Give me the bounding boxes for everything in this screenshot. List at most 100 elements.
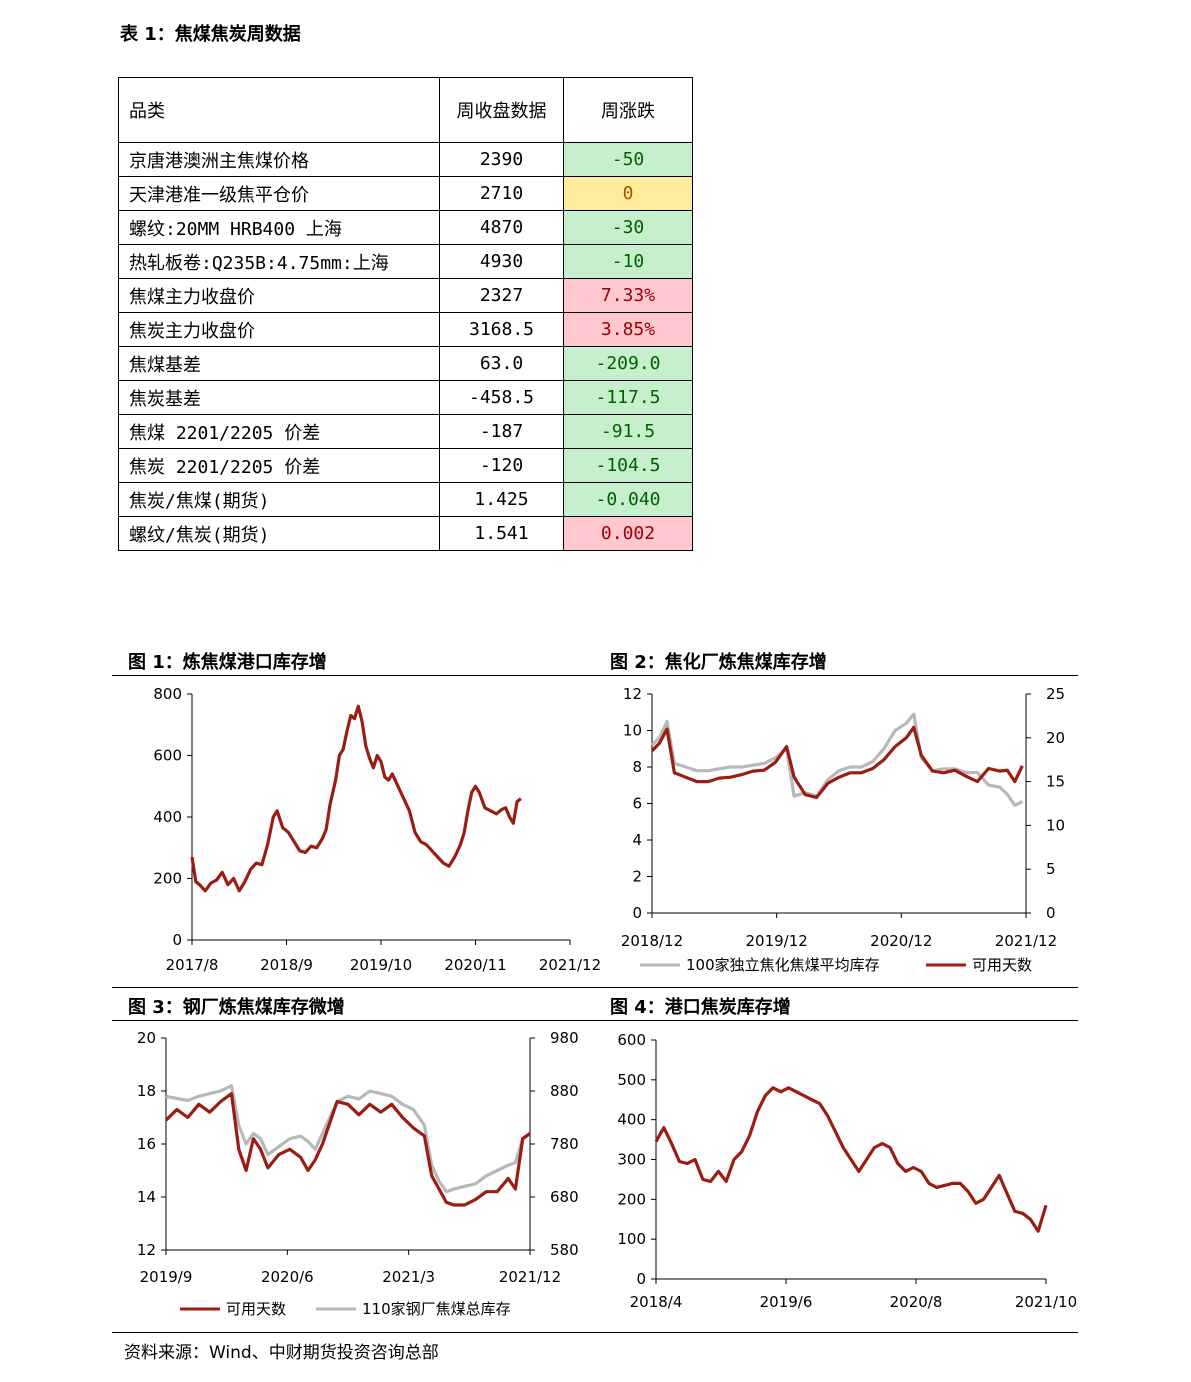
row-value: 2710 bbox=[439, 176, 564, 211]
row-name: 焦炭基差 bbox=[118, 380, 440, 415]
x-tick-label: 2021/12 bbox=[539, 956, 601, 974]
y2-tick-label: 780 bbox=[550, 1135, 579, 1153]
coking-data-table: 品类 周收盘数据 周涨跌 京唐港澳洲主焦煤价格 2390 -50 天津港准一级焦平仓价… bbox=[118, 77, 693, 551]
y2-tick-label: 25 bbox=[1046, 685, 1065, 703]
row-change: -117.5 bbox=[563, 380, 693, 415]
legend-label: 可用天数 bbox=[972, 956, 1032, 974]
chart-port-coking-coal-inventory: 0 200 400 600 800 2017/8 2018/9 2019/10 2020/11 2… bbox=[153, 685, 601, 974]
legend-label: 110家钢厂焦煤总库存 bbox=[362, 1300, 511, 1318]
row-change: -209.0 bbox=[563, 346, 693, 381]
y-tick-label: 200 bbox=[617, 1190, 646, 1208]
x-tick-label: 2019/6 bbox=[760, 1293, 813, 1311]
chart-port-coke-inventory: 0 100 200 300 400 500 600 2018/4 2019/6 2020/8 202… bbox=[617, 1031, 1077, 1311]
row-change: -0.040 bbox=[563, 482, 693, 517]
row-value: 4870 bbox=[439, 210, 564, 245]
row-name: 焦炭 2201/2205 价差 bbox=[118, 448, 440, 483]
chart2-caption: 图 2：焦化厂炼焦煤库存增 bbox=[610, 652, 827, 673]
table-row: 热轧板卷:Q235B:4.75mm:上海 4930 -10 bbox=[118, 244, 693, 279]
header-name: 品类 bbox=[118, 77, 440, 143]
row-name: 焦煤基差 bbox=[118, 346, 440, 381]
row-name: 焦炭主力收盘价 bbox=[118, 312, 440, 347]
x-tick-label: 2021/10 bbox=[1015, 1293, 1077, 1311]
table-row: 焦炭 2201/2205 价差 -120 -104.5 bbox=[118, 448, 693, 483]
table-row: 焦炭/焦煤(期货) 1.425 -0.040 bbox=[118, 482, 693, 517]
y-tick-label: 500 bbox=[617, 1071, 646, 1089]
row-value: 63.0 bbox=[439, 346, 564, 381]
y2-tick-label: 20 bbox=[1046, 729, 1065, 747]
row-name: 焦煤 2201/2205 价差 bbox=[118, 414, 440, 449]
y2-tick-label: 5 bbox=[1046, 860, 1056, 878]
chart1-caption: 图 1：炼焦煤港口库存增 bbox=[128, 652, 327, 673]
y-tick-label: 400 bbox=[153, 808, 182, 826]
row-value: 3168.5 bbox=[439, 312, 564, 347]
row-value: 1.425 bbox=[439, 482, 564, 517]
chart3-caption: 图 3：钢厂炼焦煤库存微增 bbox=[128, 997, 345, 1018]
y2-tick-label: 580 bbox=[550, 1241, 579, 1259]
row-name: 螺纹/焦炭(期货) bbox=[118, 516, 440, 551]
x-tick-label: 2019/10 bbox=[350, 956, 412, 974]
row-name: 天津港准一级焦平仓价 bbox=[118, 176, 440, 211]
table-row: 焦炭主力收盘价 3168.5 3.85% bbox=[118, 312, 693, 347]
x-tick-label: 2018/12 bbox=[621, 932, 683, 950]
y2-tick-label: 980 bbox=[550, 1029, 579, 1047]
row-name: 京唐港澳洲主焦煤价格 bbox=[118, 142, 440, 177]
series-line bbox=[190, 704, 522, 893]
table-row: 焦煤基差 63.0 -209.0 bbox=[118, 346, 693, 381]
table-row: 螺纹:20MM HRB400 上海 4870 -30 bbox=[118, 210, 693, 245]
y-tick-label: 100 bbox=[617, 1230, 646, 1248]
table-row: 天津港准一级焦平仓价 2710 0 bbox=[118, 176, 693, 211]
row-name: 热轧板卷:Q235B:4.75mm:上海 bbox=[118, 244, 440, 279]
y-tick-label: 800 bbox=[153, 685, 182, 703]
y-tick-label: 4 bbox=[632, 831, 642, 849]
row-value: 1.541 bbox=[439, 516, 564, 551]
x-tick-label: 2018/4 bbox=[630, 1293, 683, 1311]
series-line bbox=[164, 1092, 531, 1207]
y2-tick-label: 0 bbox=[1046, 904, 1056, 922]
y-tick-label: 8 bbox=[632, 758, 642, 776]
y-tick-label: 20 bbox=[137, 1029, 156, 1047]
x-tick-label: 2019/9 bbox=[140, 1268, 193, 1286]
series-line bbox=[650, 712, 1023, 807]
y-tick-label: 10 bbox=[623, 722, 642, 740]
row-change: -10 bbox=[563, 244, 693, 279]
divider-bottom bbox=[112, 1332, 1078, 1333]
row-value: 2327 bbox=[439, 278, 564, 313]
table-row: 螺纹/焦炭(期货) 1.541 0.002 bbox=[118, 516, 693, 551]
y-tick-label: 200 bbox=[153, 870, 182, 888]
table-caption: 表 1：焦煤焦炭周数据 bbox=[120, 24, 301, 45]
table-row: 京唐港澳洲主焦煤价格 2390 -50 bbox=[118, 142, 693, 177]
chart4-caption: 图 4：港口焦炭库存增 bbox=[610, 997, 791, 1018]
x-tick-label: 2017/8 bbox=[166, 956, 219, 974]
y-tick-label: 600 bbox=[153, 747, 182, 765]
y-tick-label: 14 bbox=[137, 1188, 156, 1206]
x-tick-label: 2018/9 bbox=[260, 956, 313, 974]
x-tick-label: 2021/12 bbox=[499, 1268, 561, 1286]
header-change: 周涨跌 bbox=[563, 77, 693, 143]
chart-coking-plant-inventory: 0 2 4 6 8 10 12 0 5 10 15 20 25 2018/12 2019/12 2020/12… bbox=[621, 685, 1065, 974]
y2-tick-label: 15 bbox=[1046, 773, 1065, 791]
row-value: -187 bbox=[439, 414, 564, 449]
y-tick-label: 300 bbox=[617, 1151, 646, 1169]
y2-tick-label: 680 bbox=[550, 1188, 579, 1206]
row-change: 7.33% bbox=[563, 278, 693, 313]
table-row: 焦炭基差 -458.5 -117.5 bbox=[118, 380, 693, 415]
row-change: 3.85% bbox=[563, 312, 693, 347]
series-line bbox=[650, 725, 1024, 799]
divider-middle bbox=[112, 987, 1078, 988]
y-tick-label: 400 bbox=[617, 1111, 646, 1129]
header-value: 周收盘数据 bbox=[439, 77, 564, 143]
x-tick-label: 2021/12 bbox=[995, 932, 1057, 950]
y-tick-label: 2 bbox=[632, 868, 642, 886]
series-line bbox=[165, 1084, 531, 1194]
row-name: 焦煤主力收盘价 bbox=[118, 278, 440, 313]
row-name: 焦炭/焦煤(期货) bbox=[118, 482, 440, 517]
source-note: 资料来源：Wind、中财期货投资咨询总部 bbox=[124, 1343, 439, 1363]
row-value: -120 bbox=[439, 448, 564, 483]
y2-tick-label: 10 bbox=[1046, 816, 1065, 834]
row-change: -30 bbox=[563, 210, 693, 245]
y-tick-label: 12 bbox=[623, 685, 642, 703]
row-change: -50 bbox=[563, 142, 693, 177]
y-tick-label: 12 bbox=[137, 1241, 156, 1259]
y2-tick-label: 880 bbox=[550, 1082, 579, 1100]
x-tick-label: 2021/3 bbox=[382, 1268, 435, 1286]
